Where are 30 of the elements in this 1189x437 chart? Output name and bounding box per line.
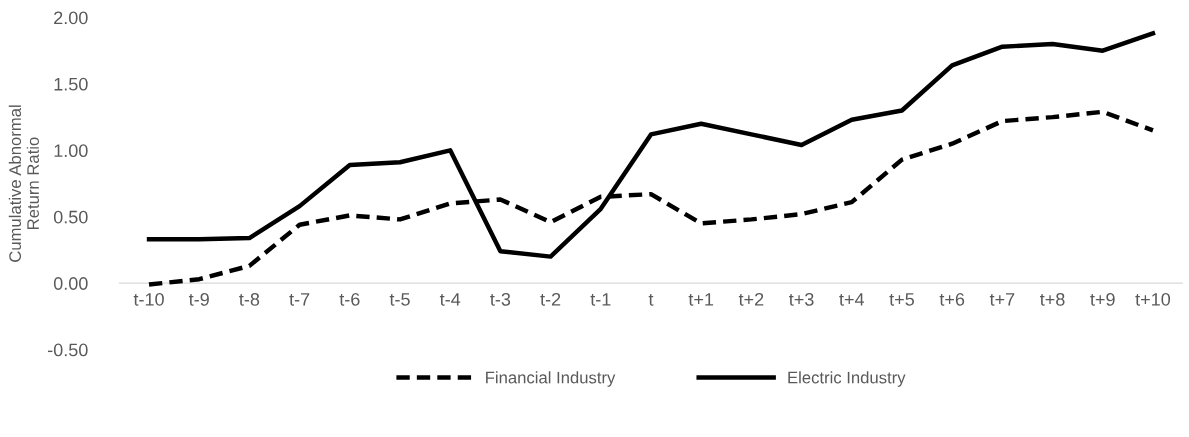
x-tick-label: t+10 bbox=[1135, 292, 1171, 306]
x-tick-label: t+7 bbox=[989, 293, 1015, 306]
x-tick-label: t-4 bbox=[439, 293, 461, 306]
legend-label: Financial Industry bbox=[486, 371, 616, 387]
x-tick-label: t+3 bbox=[789, 292, 814, 306]
x-tick-label: t+8 bbox=[1040, 292, 1065, 306]
x-tick-label: t-7 bbox=[289, 293, 310, 306]
x-tick-label: t+6 bbox=[939, 292, 965, 306]
x-tick-label: t-2 bbox=[540, 292, 561, 306]
y-tick-label: 1.50 bbox=[54, 77, 88, 91]
x-tick-label: t bbox=[648, 293, 654, 306]
x-tick-label: t+4 bbox=[839, 293, 865, 306]
y-tick-label: -0.50 bbox=[48, 343, 88, 357]
x-tick-label: t+1 bbox=[688, 293, 714, 306]
legend-label: Electric Industry bbox=[788, 371, 906, 387]
x-tick-label: t-5 bbox=[389, 293, 410, 306]
x-tick-label: t-6 bbox=[339, 292, 360, 306]
x-tick-label: t+2 bbox=[738, 292, 764, 306]
y-tick-label: 0.00 bbox=[53, 277, 88, 290]
x-tick-label: t-8 bbox=[239, 292, 260, 306]
y-tick-label: 1.00 bbox=[54, 144, 88, 158]
x-tick-label: t-9 bbox=[188, 292, 209, 306]
x-tick-label: t-1 bbox=[590, 293, 611, 306]
x-tick-label: t-10 bbox=[133, 292, 164, 306]
y-axis-title: Cumulative Abnormal Return Ratio bbox=[8, 105, 39, 262]
x-tick-label: t-3 bbox=[490, 292, 511, 306]
x-tick-label: t+5 bbox=[889, 293, 914, 306]
x-tick-label: t+9 bbox=[1090, 292, 1115, 306]
y-tick-label: 2.00 bbox=[54, 11, 88, 25]
y-tick-label: 0.50 bbox=[53, 210, 88, 224]
